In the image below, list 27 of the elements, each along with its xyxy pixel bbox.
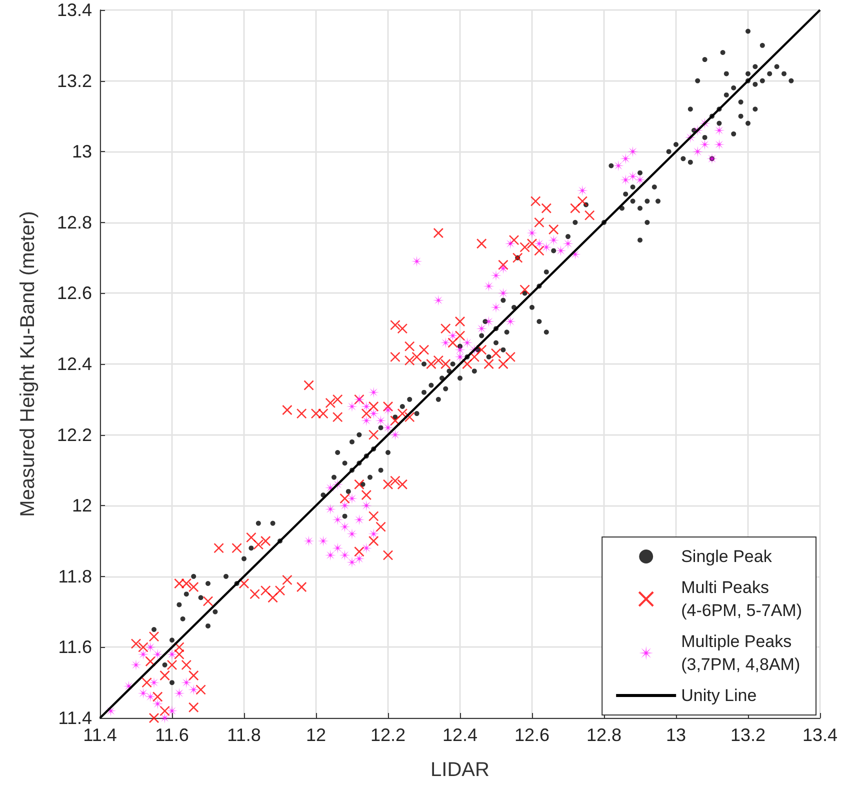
y-tick-label: 13.4 (56, 0, 92, 20)
legend-label: Single Peak (681, 547, 772, 566)
x-tick-label: 11.6 (155, 725, 189, 745)
x-tick-label: 13.2 (730, 725, 766, 745)
legend-label: Unity Line (681, 686, 757, 705)
y-tick-label: 12 (72, 496, 92, 516)
x-tick-label: 12.8 (586, 725, 622, 745)
y-tick-label: 11.4 (58, 708, 92, 728)
legend-label: Multi Peaks (4-6PM, 5-7AM) (681, 578, 802, 620)
x-tick-label: 12.6 (514, 725, 550, 745)
y-tick-label: 11.6 (58, 637, 92, 658)
y-tick-label: 12.6 (56, 283, 92, 304)
y-tick-label: 11.8 (58, 566, 92, 586)
x-tick-label: 12 (306, 725, 326, 745)
x-tick-label: 13 (666, 725, 686, 745)
y-axis-title: Measured Height Ku-Band (meter) (17, 211, 39, 517)
x-axis-title: LIDAR (430, 759, 490, 781)
legend-label: Multiple Peaks (3,7PM, 4,8AM) (681, 632, 800, 674)
x-tick-label: 11.8 (227, 725, 261, 745)
y-tick-label: 12.2 (56, 424, 92, 445)
y-tick-label: 12.4 (56, 354, 92, 374)
y-tick-label: 12.8 (56, 212, 92, 232)
y-tick-label: 13.2 (56, 70, 92, 91)
y-tick-label: 13 (72, 142, 92, 162)
x-tick-label: 12.4 (442, 725, 478, 745)
x-tick-label: 12.2 (370, 725, 406, 745)
x-tick-label: 13.4 (802, 725, 838, 745)
